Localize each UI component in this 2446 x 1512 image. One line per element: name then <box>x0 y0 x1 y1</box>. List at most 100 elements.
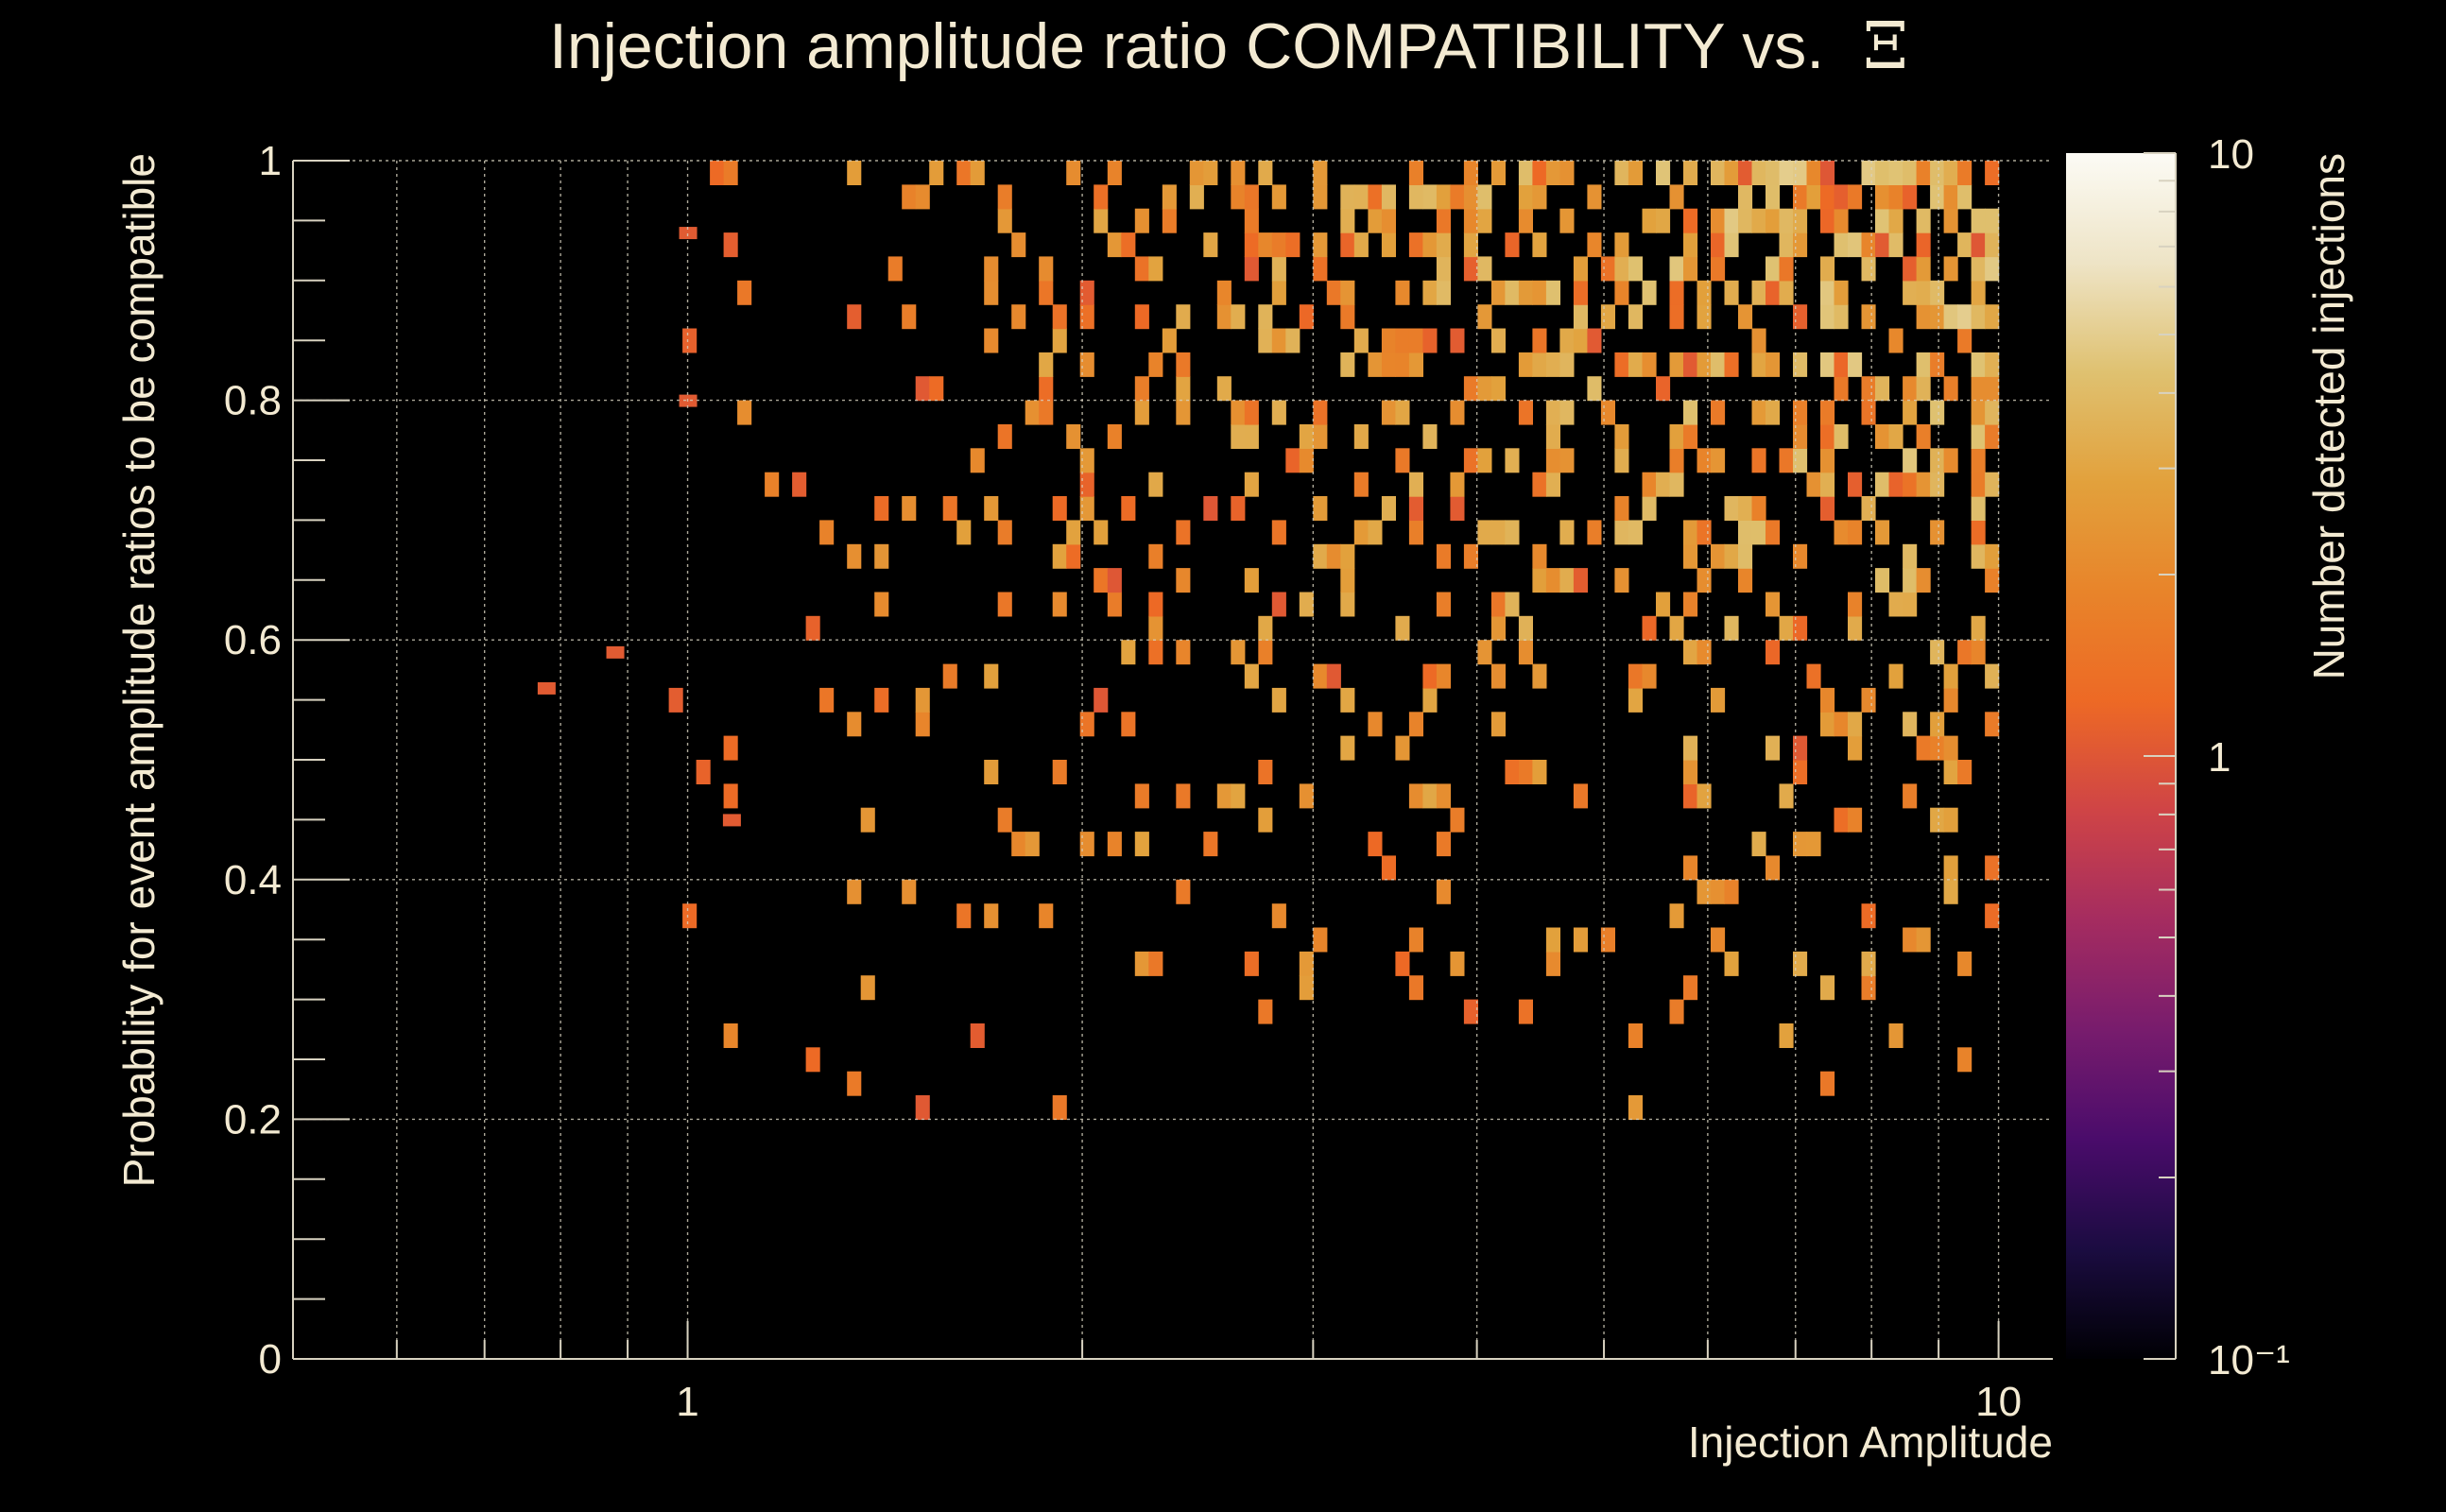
heatmap-cell <box>1888 472 1903 497</box>
heatmap-cell <box>1231 640 1246 665</box>
heatmap-cell <box>1724 951 1739 976</box>
heatmap-cell <box>1628 352 1643 377</box>
heatmap-cell <box>1600 400 1615 425</box>
heatmap-cell <box>1299 975 1314 1001</box>
heatmap-cell <box>1971 543 1986 569</box>
heatmap-cell <box>1094 184 1109 210</box>
heatmap-cell <box>1395 951 1410 976</box>
heatmap-cell <box>1559 328 1575 353</box>
heatmap-cell <box>847 304 862 330</box>
heatmap-cell <box>1614 256 1629 282</box>
heatmap-cell <box>1079 448 1094 473</box>
heatmap-cell <box>1957 304 1972 330</box>
heatmap-cell <box>1573 256 1588 282</box>
heatmap-cell <box>1930 304 1945 330</box>
heatmap-cell <box>1490 520 1506 545</box>
heatmap-cell <box>1642 615 1657 641</box>
heatmap-cell <box>1231 424 1246 449</box>
heatmap-cell <box>1107 568 1122 593</box>
heatmap-cell <box>1683 232 1698 258</box>
heatmap-cell <box>1628 663 1643 689</box>
heatmap-cell <box>1848 352 1863 377</box>
heatmap-cell <box>1766 208 1781 233</box>
heatmap-cell <box>1656 472 1671 497</box>
heatmap-cell <box>1614 280 1629 305</box>
heatmap-cell <box>1848 735 1863 761</box>
heatmap-cell <box>1820 496 1835 521</box>
heatmap-cell <box>1888 328 1903 353</box>
heatmap-cell <box>1820 712 1835 737</box>
heatmap-cell <box>1751 496 1766 521</box>
heatmap-cell <box>1176 640 1191 665</box>
heatmap-cell <box>1450 496 1465 521</box>
heatmap-cell <box>1477 304 1492 330</box>
heatmap-cell <box>1683 208 1698 233</box>
heatmap-cell <box>1943 256 1958 282</box>
heatmap-cell <box>1436 280 1451 305</box>
heatmap-cell <box>1806 161 1821 185</box>
heatmap-cell <box>1052 328 1067 353</box>
heatmap-cell <box>1683 760 1698 784</box>
heatmap-cell <box>1436 232 1451 258</box>
heatmap-cell <box>1381 208 1396 233</box>
heatmap-cell <box>1861 376 1876 402</box>
heatmap-cell <box>1066 424 1081 449</box>
heatmap-cell <box>1820 400 1835 425</box>
heatmap-cell <box>1313 927 1328 953</box>
colorbar: 10 1 10⁻¹ <box>2066 131 2290 1383</box>
heatmap-cell <box>1463 543 1478 569</box>
heatmap-cell <box>1875 232 1890 258</box>
heatmap-cell <box>1353 184 1369 210</box>
heatmap-cell <box>1766 400 1781 425</box>
heatmap-cell <box>847 161 862 185</box>
heatmap-cell <box>1738 184 1753 210</box>
heatmap-cell <box>1381 855 1396 881</box>
heatmap-cell <box>1916 352 1931 377</box>
heatmap-cell <box>1779 161 1794 185</box>
heatmap-cell <box>1779 256 1794 282</box>
heatmap-cell <box>1683 520 1698 545</box>
heatmap-cell <box>1971 304 1986 330</box>
heatmap-cell <box>1875 424 1890 449</box>
heatmap-cell <box>1971 352 1986 377</box>
heatmap-cell <box>1916 232 1931 258</box>
heatmap-cell <box>1669 184 1684 210</box>
heatmap-cell <box>1368 832 1383 857</box>
heatmap-cell <box>984 496 999 521</box>
heatmap-cell <box>1820 975 1835 1001</box>
heatmap-cell <box>1559 161 1575 185</box>
heatmap-cell <box>1121 640 1136 665</box>
heatmap-cell <box>1628 1095 1643 1120</box>
heatmap-cell <box>1079 496 1094 521</box>
heatmap-cell <box>1793 735 1808 761</box>
chart-title: Injection amplitude ratio COMPATIBILITY … <box>549 9 1908 84</box>
heatmap-cell <box>1258 807 1273 833</box>
heatmap-cell <box>1203 496 1218 521</box>
heatmap-cell <box>1271 256 1286 282</box>
heatmap-cell <box>1231 400 1246 425</box>
heatmap-cell <box>1216 376 1232 402</box>
heatmap-cell <box>997 807 1012 833</box>
heatmap-cell <box>1848 232 1863 258</box>
heatmap-cell <box>1861 304 1876 330</box>
heatmap-cell <box>1477 256 1492 282</box>
heatmap-cell <box>1903 400 1918 425</box>
heatmap-cell <box>887 256 903 282</box>
heatmap-cell <box>1340 568 1355 593</box>
heatmap-cell <box>984 280 999 305</box>
heatmap-cell <box>915 687 930 713</box>
heatmap-cell <box>1971 208 1986 233</box>
heatmap-cell <box>1545 400 1560 425</box>
heatmap-cell <box>1614 424 1629 449</box>
heatmap-cell <box>1930 280 1945 305</box>
heatmap-cell <box>1408 975 1423 1001</box>
heatmap-cell <box>1422 783 1438 809</box>
heatmap-cell <box>1903 927 1918 953</box>
heatmap-cell <box>1148 615 1163 641</box>
heatmap-cell <box>1820 448 1835 473</box>
heatmap-cell <box>1861 951 1876 976</box>
heatmap-cell <box>1408 161 1423 185</box>
y-tick-label: 0.8 <box>224 378 282 424</box>
heatmap-cell <box>1779 615 1794 641</box>
heatmap-cell <box>1875 520 1890 545</box>
